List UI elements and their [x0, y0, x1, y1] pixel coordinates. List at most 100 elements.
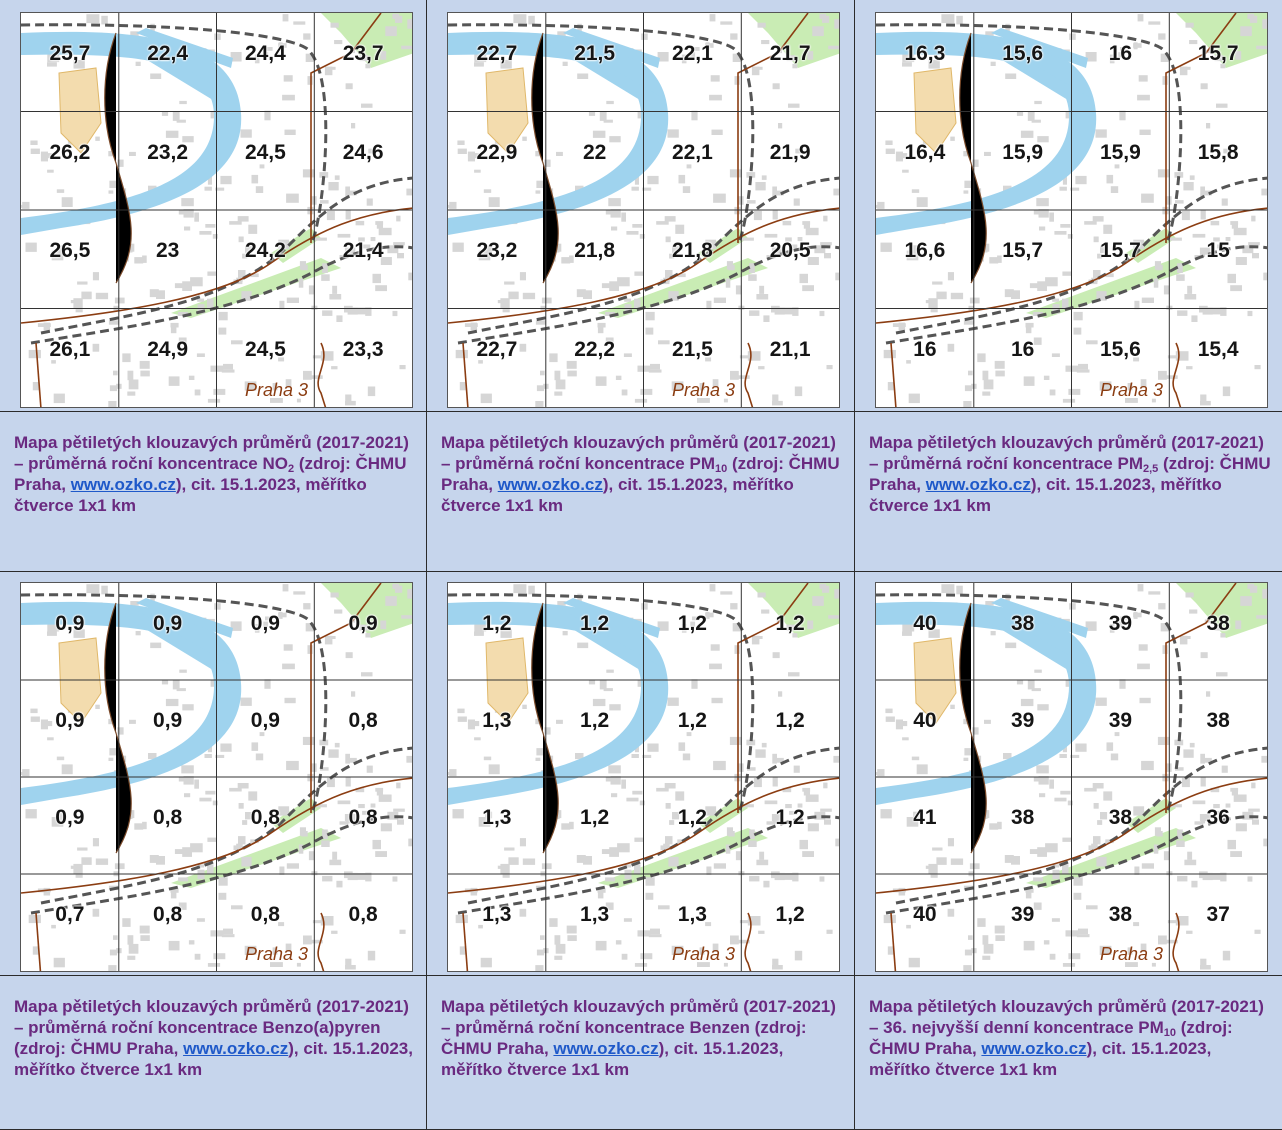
building	[711, 129, 723, 135]
building	[285, 943, 292, 952]
building	[302, 736, 315, 745]
building	[259, 164, 265, 169]
map-cell-pm10-36th-daily: 40 38 39 38 40 39 39 38 41 38 38 36 40 39 38 37 Praha 3	[855, 572, 1282, 976]
building	[706, 300, 712, 310]
ozko-link[interactable]: www.ozko.cz	[70, 475, 176, 494]
building	[1202, 307, 1213, 315]
building	[690, 621, 696, 627]
building	[194, 779, 199, 789]
building	[522, 136, 527, 141]
building	[994, 925, 1005, 934]
river-harbour	[563, 28, 660, 68]
ozko-link[interactable]: www.ozko.cz	[981, 1039, 1087, 1058]
building	[549, 918, 558, 927]
building	[665, 236, 671, 243]
grid-value: 0,7	[55, 902, 85, 926]
building	[665, 803, 671, 809]
building	[699, 947, 705, 955]
grid-value: 23,2	[147, 140, 189, 164]
building	[1181, 777, 1190, 788]
caption-subscript: 10	[1163, 1027, 1177, 1039]
river	[21, 601, 242, 805]
building	[212, 800, 218, 806]
building	[535, 718, 542, 725]
building	[109, 385, 118, 392]
building	[114, 297, 125, 304]
building	[784, 873, 795, 880]
building	[1060, 224, 1071, 228]
building	[1165, 375, 1178, 379]
building	[755, 182, 766, 191]
building	[161, 111, 169, 116]
building	[1133, 357, 1140, 362]
building	[324, 635, 333, 645]
grid-value: 0,9	[153, 708, 183, 732]
building	[347, 307, 358, 315]
ozko-link[interactable]: www.ozko.cz	[925, 475, 1031, 494]
ozko-link[interactable]: www.ozko.cz	[553, 1039, 659, 1058]
building	[1059, 754, 1067, 758]
building	[168, 376, 180, 386]
building	[757, 592, 766, 598]
building	[664, 216, 676, 222]
building	[51, 817, 64, 827]
grid-value: 39	[1010, 708, 1035, 732]
building	[1100, 245, 1108, 253]
building	[1016, 111, 1024, 116]
building	[117, 159, 124, 167]
building	[278, 611, 283, 619]
building	[279, 866, 285, 875]
building	[1213, 237, 1220, 242]
building	[1086, 905, 1098, 910]
building	[784, 307, 795, 315]
building	[108, 151, 115, 157]
building	[1194, 821, 1204, 825]
building	[621, 212, 626, 222]
grid-value: 40	[913, 708, 937, 732]
boundary-line	[35, 342, 42, 407]
building	[947, 272, 954, 281]
building	[1165, 763, 1172, 772]
building	[772, 186, 777, 197]
building	[142, 821, 147, 830]
building	[1235, 620, 1242, 630]
grid-value: 16,6	[904, 239, 946, 263]
building	[156, 290, 165, 299]
building	[519, 838, 526, 847]
building	[199, 231, 212, 235]
ozko-link[interactable]: www.ozko.cz	[497, 475, 603, 494]
ozko-link[interactable]: www.ozko.cz	[183, 1039, 289, 1058]
building	[632, 224, 643, 228]
building	[950, 292, 964, 300]
building	[312, 355, 323, 359]
building	[170, 889, 177, 899]
building	[407, 19, 412, 29]
building	[819, 13, 827, 19]
building	[963, 965, 972, 971]
grid-value: 22,2	[574, 337, 616, 361]
base-map	[448, 583, 839, 971]
grid-value: 39	[1108, 708, 1133, 732]
building	[1212, 873, 1223, 880]
railway	[21, 23, 328, 245]
boundary-line	[1165, 583, 1237, 813]
building	[73, 298, 83, 308]
building	[936, 291, 947, 300]
building	[43, 322, 51, 331]
building	[108, 965, 117, 971]
building	[334, 742, 340, 748]
building	[522, 858, 536, 865]
boundary-line	[1172, 912, 1180, 971]
caption-cell-no2: Mapa pětiletých klouzavých průměrů (2017…	[0, 412, 427, 572]
building	[1084, 221, 1097, 225]
grid-value: 38	[1010, 805, 1035, 829]
building	[575, 185, 584, 192]
building	[916, 197, 928, 207]
building	[555, 379, 566, 390]
grid-value: 1,2	[677, 805, 707, 829]
building	[1242, 811, 1254, 820]
grid-value: 15,7	[1197, 42, 1239, 66]
building	[108, 401, 117, 407]
building	[1231, 222, 1238, 229]
building	[504, 847, 515, 851]
